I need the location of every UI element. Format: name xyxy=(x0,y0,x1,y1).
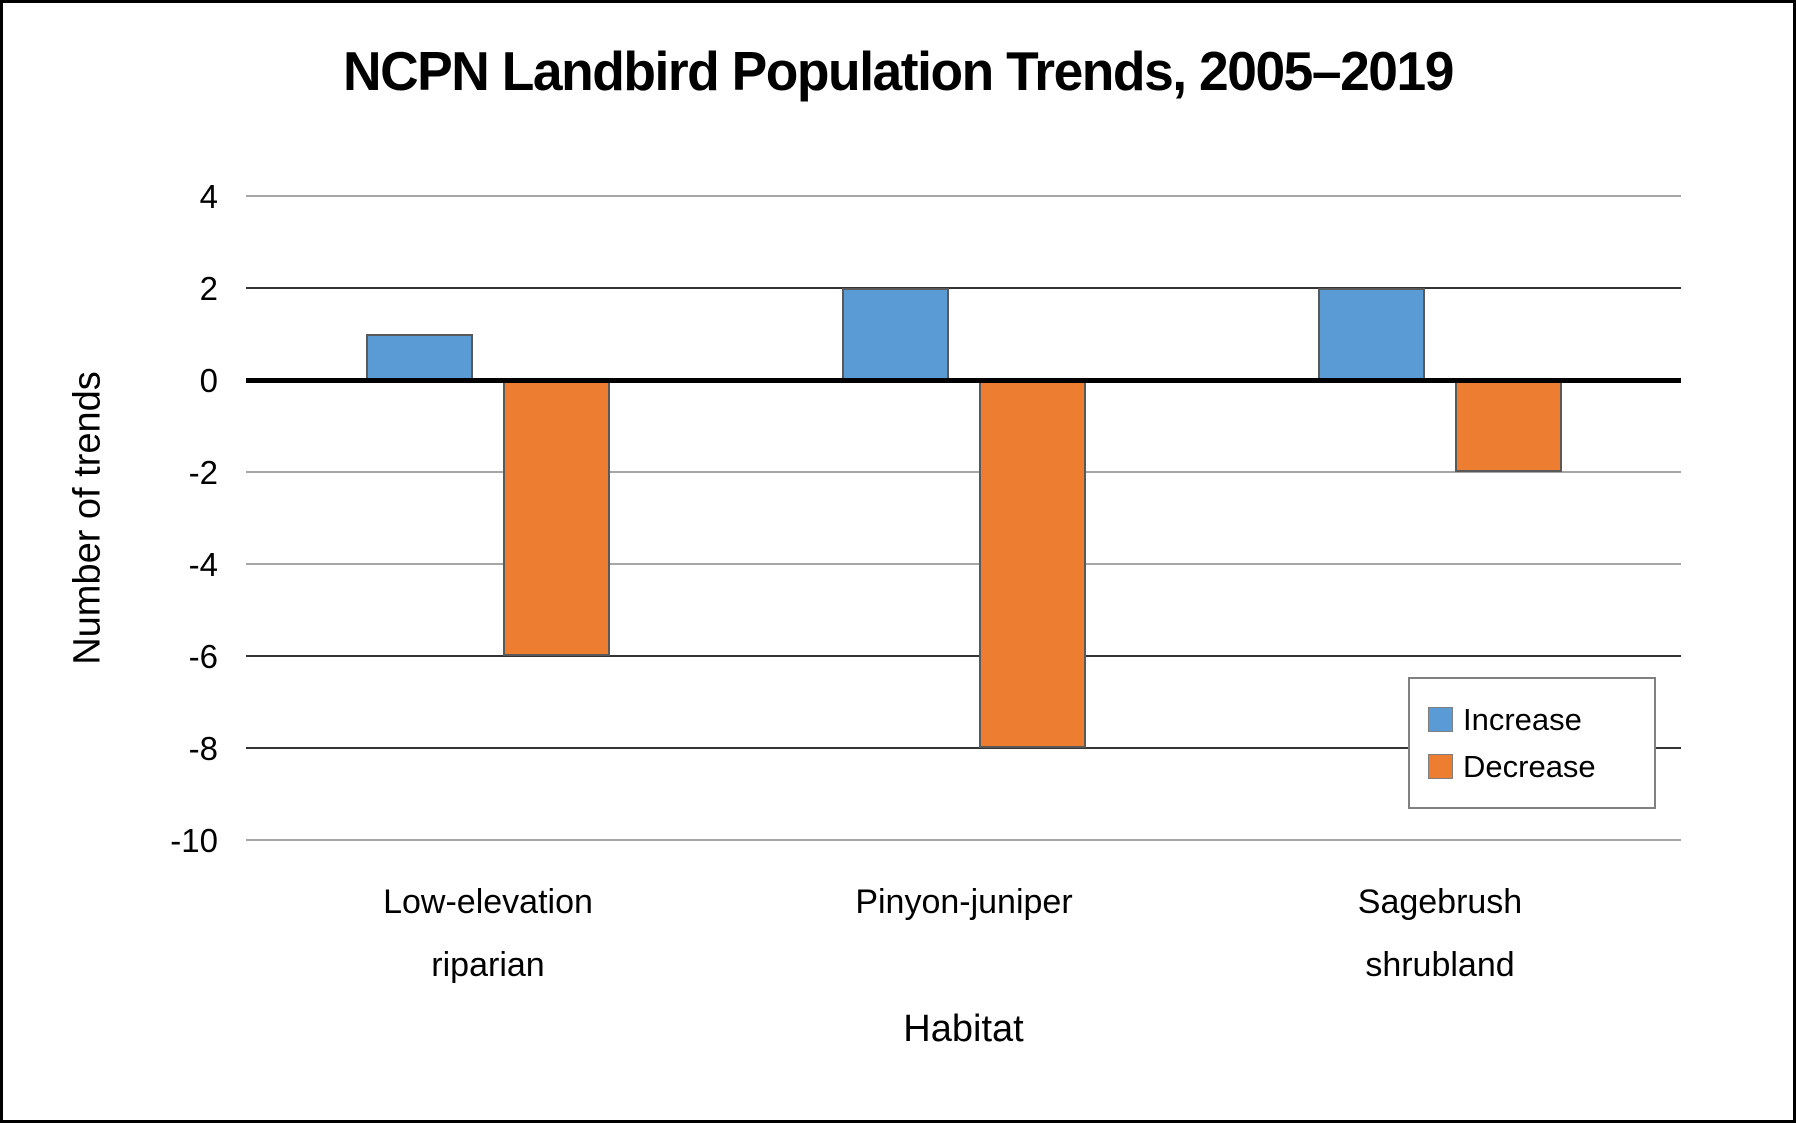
bar-increase-3 xyxy=(1318,288,1425,380)
gridline xyxy=(246,195,1681,197)
gridline xyxy=(246,747,1681,749)
legend-label-decrease: Decrease xyxy=(1463,749,1596,784)
category-label: Low-elevation riparian xyxy=(383,883,593,984)
y-axis-title: Number of trends xyxy=(66,371,109,665)
gridline xyxy=(246,839,1681,841)
y-tick-label: -4 xyxy=(188,546,218,583)
bar-increase-1 xyxy=(366,334,473,380)
bar-decrease-1 xyxy=(503,380,610,656)
gridline xyxy=(246,655,1681,657)
legend-row-increase: Increase xyxy=(1428,704,1654,735)
bar-decrease-3 xyxy=(1455,380,1562,472)
category-label: Pinyon-juniper xyxy=(855,883,1073,921)
gridline xyxy=(246,471,1681,473)
y-tick-label: 4 xyxy=(199,178,218,215)
category-label: Sagebrush shrubland xyxy=(1357,883,1523,984)
legend-row-decrease: Decrease xyxy=(1428,751,1654,782)
y-tick-label: -2 xyxy=(188,454,218,491)
legend-label-increase: Increase xyxy=(1463,702,1582,737)
plot-area xyxy=(246,195,1681,841)
legend-swatch-decrease xyxy=(1428,754,1453,779)
y-tick-label: -6 xyxy=(188,638,218,675)
y-tick-label: -10 xyxy=(170,822,218,859)
gridline xyxy=(246,287,1681,289)
x-axis-title: Habitat xyxy=(903,1008,1024,1050)
chart-title: NCPN Landbird Population Trends, 2005–20… xyxy=(343,40,1454,102)
zero-axis-line xyxy=(246,378,1681,383)
bar-increase-2 xyxy=(842,288,949,380)
legend: Increase Decrease xyxy=(1408,677,1656,809)
bar-decrease-2 xyxy=(979,380,1086,748)
gridline xyxy=(246,563,1681,565)
y-tick-label: -8 xyxy=(188,730,218,767)
legend-swatch-increase xyxy=(1428,707,1453,732)
y-tick-label: 2 xyxy=(199,270,218,307)
y-tick-label: 0 xyxy=(199,362,218,399)
